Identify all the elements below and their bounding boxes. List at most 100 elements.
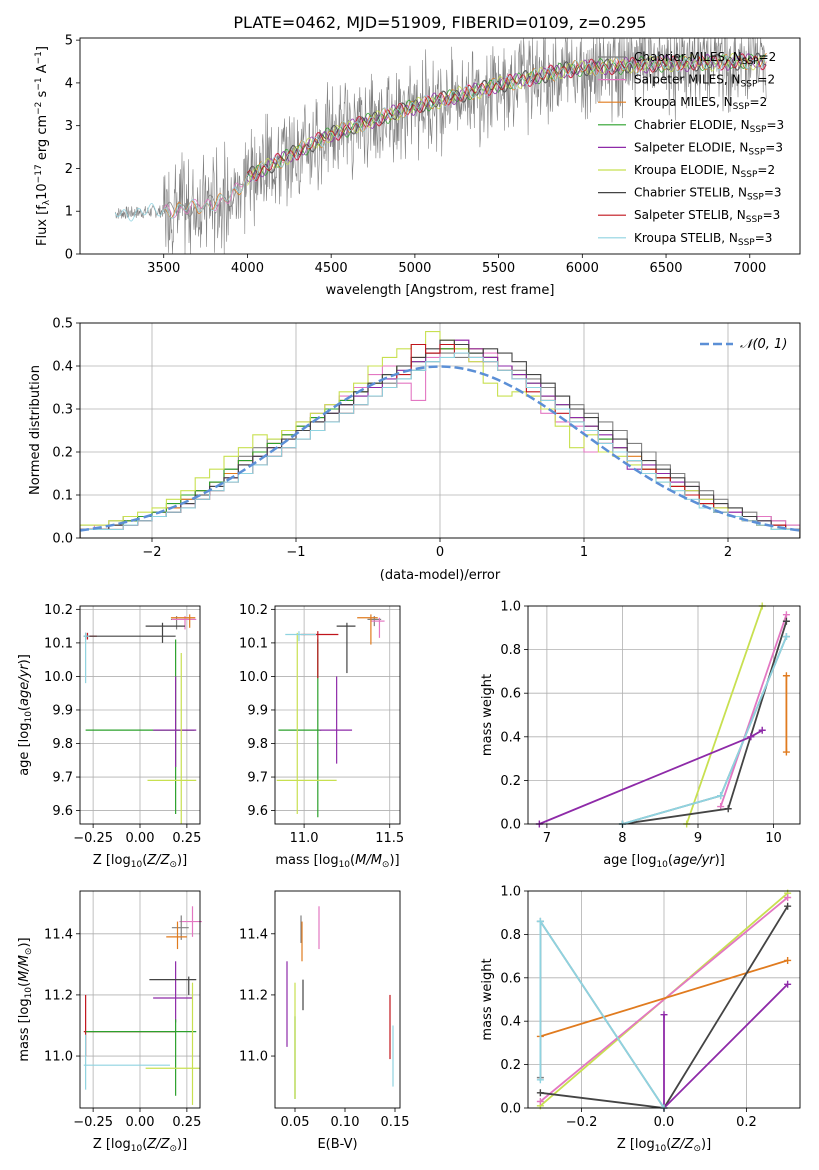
panel-weight_vs_age: 7 8 9 10 0.0 0.2 0.4 0.6 0.8 1.0 age [log10(age/yr…: [480, 600, 801, 870]
series-line: [660, 980, 792, 1112]
legend-entry: Kroupa ELODIE, NSSP=2: [634, 163, 775, 180]
x-axis-label: Z [log10(Z/Z⊙)]: [617, 1137, 711, 1154]
legend-entry: Salpeter STELIB, NSSP=3: [634, 208, 780, 225]
y-tick-label: 0.6: [500, 971, 521, 986]
y-tick-label: 0.5: [52, 317, 73, 332]
panel-spectrum: 3500 4000 4500 5000 5500 6000 6500 7000 0 1 2 3 4 5 Ch…: [34, 34, 801, 298]
plot-area-mass_vs_Z: [83, 906, 202, 1105]
x-axis-label: (data-model)/error: [380, 568, 501, 583]
y-tick-label: 10.1: [239, 636, 268, 651]
y-tick-label: 2: [65, 162, 73, 177]
data-marker: [536, 1076, 544, 1084]
y-axis-label: age [log10(age/yr)]: [17, 654, 34, 776]
x-tick-label: 0.00: [126, 831, 155, 846]
series-line: [536, 917, 668, 1112]
y-tick-label: 10.2: [239, 603, 268, 618]
axes-frame: [79, 322, 801, 539]
y-tick-label: 0.4: [52, 360, 73, 375]
x-tick-label: 7: [543, 831, 551, 846]
data-point: [85, 1019, 197, 1096]
data-point: [145, 982, 200, 1105]
plot-area-age_vs_mass: [276, 614, 385, 818]
x-tick-label: −0.25: [73, 1115, 113, 1130]
x-axis-label: wavelength [Angstrom, rest frame]: [326, 283, 555, 298]
y-tick-label: 1.0: [500, 600, 521, 615]
axes-frame: [79, 605, 201, 825]
panel-mass_vs_Z: −0.25 0.00 0.25 11.0 11.2 11.4 Z [log10(Z/Z⊙)]…: [17, 890, 202, 1154]
data-marker: [784, 894, 792, 902]
axes-frame: [527, 890, 801, 1109]
data-point: [370, 617, 385, 638]
y-tick-label: 0: [65, 248, 73, 263]
plot-area-mass_vs_ebv: [286, 906, 394, 1099]
y-tick-label: 5: [65, 34, 73, 49]
y-tick-label: 9.7: [247, 771, 268, 786]
data-point: [276, 632, 337, 814]
plot-area-weight_vs_age: [535, 602, 790, 828]
legend-entry: Chabrier STELIB, NSSP=3: [634, 186, 782, 203]
y-tick-label: 11.2: [44, 988, 73, 1003]
y-tick-label: 0.0: [500, 818, 521, 833]
data-marker: [747, 733, 755, 741]
x-tick-label: 5500: [482, 261, 515, 276]
data-marker: [782, 617, 790, 625]
data-marker: [758, 726, 766, 734]
x-tick-label: 0.00: [126, 1115, 155, 1130]
plot-area-age_vs_Z: [83, 614, 197, 824]
plot-area-weight_vs_Z: [536, 889, 792, 1112]
x-tick-label: −2: [142, 545, 161, 560]
x-tick-label: 8: [618, 831, 626, 846]
series-line: [782, 672, 790, 756]
model-spectrum: [114, 54, 767, 222]
data-point: [147, 652, 197, 824]
x-tick-label: −1: [286, 545, 305, 560]
data-point: [83, 632, 176, 640]
x-tick-label: 3500: [147, 261, 180, 276]
legend-entry: Kroupa STELIB, NSSP=3: [634, 231, 772, 248]
y-tick-label: 0.8: [500, 643, 521, 658]
x-tick-label: 10: [765, 831, 782, 846]
data-marker: [782, 633, 790, 641]
x-tick-label: 4000: [231, 261, 264, 276]
y-tick-label: 1: [65, 205, 73, 220]
data-marker: [536, 917, 544, 925]
data-marker: [536, 1089, 544, 1097]
plot-area-spectrum: [114, 37, 767, 255]
y-tick-label: 10.0: [44, 670, 73, 685]
y-tick-label: 11.0: [239, 1050, 268, 1065]
axes-frame: [79, 37, 801, 255]
data-point: [171, 915, 189, 940]
axes-frame: [274, 605, 401, 825]
y-tick-label: 11.4: [239, 927, 268, 942]
x-tick-label: 0.25: [172, 1115, 201, 1130]
legend-entry: Chabrier MILES, NSSP=2: [634, 50, 776, 67]
y-tick-label: 11.4: [44, 927, 73, 942]
y-tick-label: 10.2: [44, 603, 73, 618]
y-axis-label: mass weight: [480, 958, 495, 1040]
y-tick-label: 9.6: [247, 804, 268, 819]
x-tick-label: 9: [694, 831, 702, 846]
y-tick-label: 9.6: [52, 804, 73, 819]
y-tick-label: 10.1: [44, 636, 73, 651]
panel-age_vs_Z: −0.25 0.00 0.25 9.6 9.7 9.8 9.9 10.0 10.1 10.2 Z […: [17, 603, 201, 870]
x-tick-label: 0.10: [331, 1115, 360, 1130]
legend-entry: Salpeter ELODIE, NSSP=3: [634, 140, 783, 157]
axes-frame: [527, 605, 801, 825]
histogram-step: [80, 352, 800, 538]
data-point: [145, 622, 185, 643]
x-axis-label: Z [log10(Z/Z⊙)]: [93, 1137, 187, 1154]
x-tick-label: 0.0: [654, 1115, 675, 1130]
series-line: [536, 894, 792, 1105]
x-axis-label: Z [log10(Z/Z⊙)]: [93, 853, 187, 870]
legend-entry: Kroupa MILES, NSSP=2: [634, 95, 767, 112]
y-tick-label: 9.9: [52, 703, 73, 718]
legend-entry: 𝒩(0, 1): [740, 337, 787, 352]
data-point: [300, 631, 339, 679]
y-tick-label: 1.0: [500, 885, 521, 900]
y-tick-label: 0.2: [500, 774, 521, 789]
data-point: [83, 632, 90, 684]
x-tick-label: 0.2: [736, 1115, 757, 1130]
y-tick-label: 10.0: [239, 670, 268, 685]
data-point: [83, 1034, 170, 1090]
y-tick-label: 9.8: [247, 737, 268, 752]
